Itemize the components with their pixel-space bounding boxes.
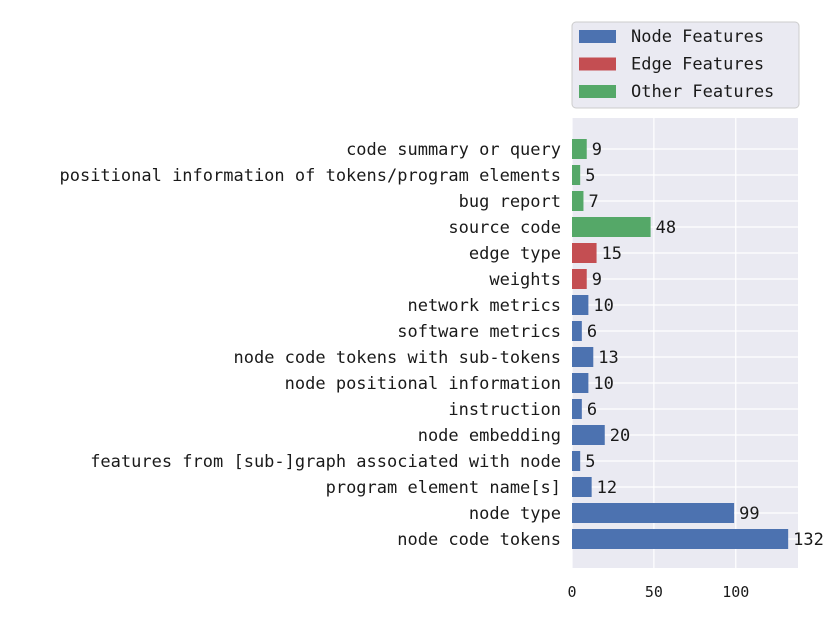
value-label-edge-type: 15	[602, 244, 622, 264]
category-label-network-metrics: network metrics	[407, 296, 561, 316]
value-label-node-type: 99	[739, 504, 759, 524]
legend-label-edge-features: Edge Features	[631, 55, 764, 75]
bar-network-metrics	[572, 295, 589, 315]
value-label-source-code: 48	[656, 218, 676, 238]
legend-swatch-other-features	[579, 85, 616, 98]
value-label-node-code-tokens-with-sub-tokens: 13	[598, 348, 618, 368]
legend-swatch-node-features	[579, 30, 616, 43]
category-label-weights: weights	[489, 270, 561, 290]
category-label-program-element-name-s: program element name[s]	[326, 478, 561, 498]
category-label-node-code-tokens-with-sub-tokens: node code tokens with sub-tokens	[233, 348, 561, 368]
value-label-program-element-name-s: 12	[597, 478, 617, 498]
x-tick-label-0: 0	[567, 583, 576, 601]
category-label-node-type: node type	[469, 504, 561, 524]
category-label-edge-type: edge type	[469, 244, 561, 264]
bar-source-code	[572, 217, 651, 237]
x-axis-ticks: 0 50 100	[567, 583, 749, 601]
value-label-positional-information-of-tokens-program-elements: 5	[585, 166, 595, 186]
bars	[572, 139, 789, 549]
category-labels: code summary or query positional informat…	[59, 140, 561, 550]
value-label-software-metrics: 6	[587, 322, 597, 342]
x-tick-label-100: 100	[722, 583, 749, 601]
value-label-node-positional-information: 10	[593, 374, 613, 394]
bar-code-summary-or-query	[572, 139, 587, 159]
x-tick-label-50: 50	[645, 583, 663, 601]
value-label-code-summary-or-query: 9	[592, 140, 602, 160]
bar-features-from-sub-graph-associated-with-node	[572, 451, 581, 471]
bar-bug-report	[572, 191, 584, 211]
value-label-features-from-sub-graph-associated-with-node: 5	[585, 452, 595, 472]
value-label-bug-report: 7	[588, 192, 598, 212]
bar-weights	[572, 269, 587, 289]
bar-instruction	[572, 399, 582, 419]
category-label-node-positional-information: node positional information	[285, 374, 561, 394]
bar-node-embedding	[572, 425, 605, 445]
category-label-node-embedding: node embedding	[418, 426, 561, 446]
bar-software-metrics	[572, 321, 582, 341]
value-label-weights: 9	[592, 270, 602, 290]
bar-positional-information-of-tokens-program-elements	[572, 165, 581, 185]
bar-edge-type	[572, 243, 597, 263]
bar-node-positional-information	[572, 373, 589, 393]
bar-node-code-tokens	[572, 529, 789, 549]
legend: Node Features Edge Features Other Features	[571, 21, 800, 109]
category-label-bug-report: bug report	[459, 192, 561, 212]
bar-node-code-tokens-with-sub-tokens	[572, 347, 594, 367]
category-label-positional-information-of-tokens-program-elements: positional information of tokens/program…	[59, 166, 561, 186]
bar-program-element-name-s	[572, 477, 592, 497]
bar-node-type	[572, 503, 735, 523]
value-label-node-embedding: 20	[610, 426, 630, 446]
category-label-instruction: instruction	[448, 400, 561, 420]
legend-swatch-edge-features	[579, 57, 616, 71]
category-label-source-code: source code	[448, 218, 561, 238]
category-label-software-metrics: software metrics	[397, 322, 561, 342]
legend-box	[571, 21, 800, 109]
plot-area	[572, 118, 798, 568]
value-label-node-code-tokens: 132	[793, 530, 824, 550]
value-label-instruction: 6	[587, 400, 597, 420]
category-label-code-summary-or-query: code summary or query	[346, 140, 561, 160]
legend-label-node-features: Node Features	[631, 27, 764, 47]
category-label-node-code-tokens: node code tokens	[397, 530, 561, 550]
category-label-features-from-sub-graph-associated-with-node: features from [sub-]graph associated wit…	[90, 452, 561, 472]
legend-label-other-features: Other Features	[631, 82, 774, 102]
value-label-network-metrics: 10	[593, 296, 613, 316]
